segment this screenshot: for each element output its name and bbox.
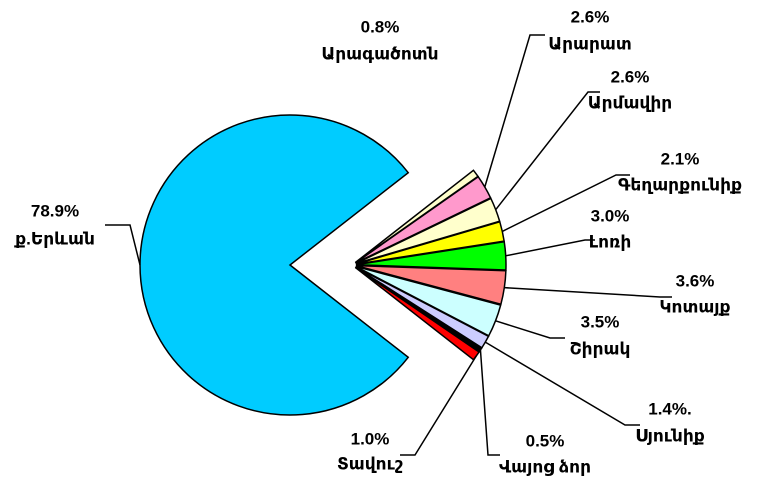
pie-slice [139, 114, 410, 416]
leader-line [495, 320, 565, 339]
data-label: 0.8% [361, 17, 400, 36]
category-label: Արարատ [548, 34, 631, 53]
data-label: 0.5% [526, 431, 565, 450]
category-label: Տավուշ [337, 454, 403, 473]
category-label: Սյունիք [635, 426, 705, 445]
data-label: 3.5% [581, 312, 620, 331]
category-label: Արմավիր [588, 93, 672, 112]
data-label: 1.0% [351, 429, 390, 448]
leader-line [504, 286, 672, 298]
data-label: 2.6% [571, 7, 610, 26]
leader-line [484, 341, 640, 426]
category-label: Վայոց ձոր [499, 457, 591, 476]
category-label: Լոռի [589, 232, 632, 251]
pie-slice [355, 240, 507, 271]
leader-line [501, 174, 630, 233]
category-label: Շիրակ [570, 339, 631, 358]
leader-line [505, 239, 595, 257]
data-label: 2.1% [661, 149, 700, 168]
category-label: Գեղարքունիք [618, 175, 742, 194]
leader-line [105, 224, 141, 266]
data-label: 2.6% [611, 67, 650, 86]
leader-line [479, 349, 500, 456]
data-label: 78.9% [31, 201, 79, 220]
leader-line [484, 34, 545, 188]
category-label: Արագածոտն [321, 44, 438, 63]
data-label: 3.6% [676, 271, 715, 290]
data-label: 1.4%. [648, 399, 691, 418]
category-label: ք.Երևան [14, 229, 95, 248]
leader-line [400, 355, 477, 456]
category-label: Կոտայք [659, 297, 730, 316]
leader-line [495, 91, 600, 211]
data-label: 3.0% [591, 206, 630, 225]
